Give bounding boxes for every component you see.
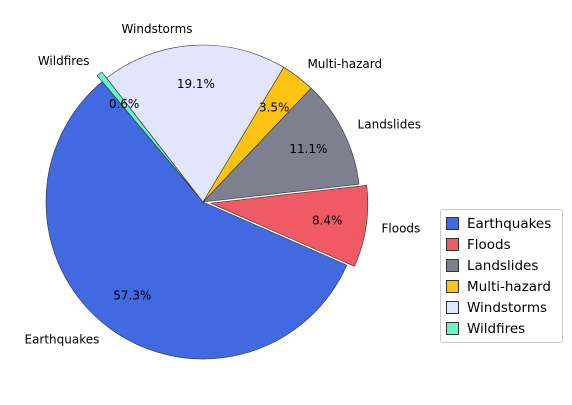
pie-labels: Earthquakes 57.3% Floods 8.4% Landslides 11.1… [24,22,421,347]
slice-label-wildfires: Wildfires [38,54,90,68]
pie-slices [45,44,369,360]
slice-label-earthquakes: Earthquakes [24,333,99,347]
slice-percent-landslides: 11.1% [289,142,327,156]
legend-label: Earthquakes [467,215,552,232]
legend-swatch [446,259,459,272]
slice-label-floods: Floods [382,221,421,235]
legend-label: Windstorms [467,299,548,316]
legend-swatch [446,301,459,314]
slice-percent-multi-hazard: 3.5% [259,101,290,115]
pie-slice-earthquakes [45,81,348,360]
slice-label-windstorms: Windstorms [121,22,192,36]
slice-percent-earthquakes: 57.3% [113,289,151,303]
legend-label: Landslides [467,257,539,274]
legend-item-earthquakes: Earthquakes [441,213,562,234]
legend-swatch [446,280,459,293]
legend-item-multi-hazard: Multi-hazard [441,276,562,297]
legend-swatch [446,238,459,251]
pie-slice-floods [210,185,369,267]
legend: Earthquakes Floods Landslides Multi-haza… [440,209,563,343]
slice-label-landslides: Landslides [358,117,421,131]
legend-item-landslides: Landslides [441,255,562,276]
legend-label: Floods [467,236,511,253]
pie-slice-landslides [202,87,360,203]
pie-slice-wildfires [96,71,199,197]
slice-percent-floods: 8.4% [312,213,343,227]
legend-label: Multi-hazard [467,278,551,295]
legend-label: Wildfires [467,320,526,337]
legend-item-wildfires: Wildfires [441,318,562,339]
legend-item-floods: Floods [441,234,562,255]
pie-slice-windstorms [106,44,284,203]
legend-swatch [446,322,459,335]
slice-label-multi-hazard: Multi-hazard [307,57,382,71]
slice-percent-wildfires: 0.6% [109,97,140,111]
slice-percent-windstorms: 19.1% [177,77,215,91]
legend-item-windstorms: Windstorms [441,297,562,318]
legend-swatch [446,217,459,230]
